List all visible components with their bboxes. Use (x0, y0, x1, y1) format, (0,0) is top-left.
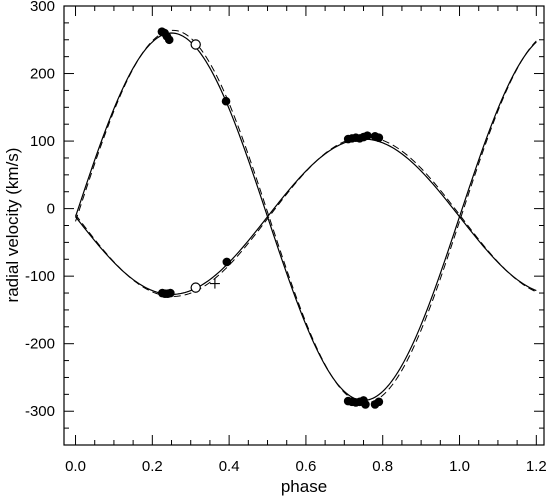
x-tick-label: 0.4 (219, 458, 240, 475)
x-tick-label: 1.0 (449, 458, 470, 475)
data-point-filled (374, 397, 384, 407)
x-tick-label: 0.8 (372, 458, 393, 475)
y-tick-label: -200 (25, 336, 55, 353)
x-tick-label: 0.2 (142, 458, 163, 475)
model-curves (74, 29, 537, 404)
primary-curve-dashed (75, 136, 537, 297)
primary-curve-solid (75, 138, 537, 295)
data-point-filled (361, 400, 370, 409)
y-tick-label: 300 (30, 0, 55, 15)
secondary-curve-dashed (75, 29, 537, 404)
data-point-filled (166, 288, 175, 298)
y-tick-label: 100 (30, 133, 55, 150)
data-point-plus (209, 278, 220, 289)
x-tick-labels: 0.0 0.2 0.4 0.6 0.8 1.0 1.2 (65, 458, 546, 475)
y-tick-label: -100 (25, 268, 55, 285)
x-tick-label: 0.0 (65, 458, 86, 475)
y-axis-label: radial velocity (km/s) (3, 148, 22, 303)
data-point-filled (221, 96, 231, 106)
x-axis-label: phase (281, 477, 327, 496)
data-point-filled (363, 131, 372, 140)
data-point-filled (374, 133, 384, 142)
secondary-curve-solid (74, 32, 537, 402)
y-tick-label: -300 (25, 403, 55, 420)
data-point-open (190, 282, 201, 293)
y-tick-label: 0 (47, 201, 55, 218)
y-tick-labels: 300 200 100 0 -100 -200 -300 (25, 0, 55, 420)
plot-frame (63, 5, 545, 446)
data-point-open (190, 39, 201, 50)
x-tick-label: 0.6 (295, 458, 316, 475)
data-point-filled (222, 257, 232, 267)
y-tick-label: 200 (30, 66, 55, 83)
axis-ticks (64, 5, 544, 446)
data-points (157, 27, 384, 409)
x-tick-label: 1.2 (526, 458, 546, 475)
data-point-filled (164, 35, 174, 45)
